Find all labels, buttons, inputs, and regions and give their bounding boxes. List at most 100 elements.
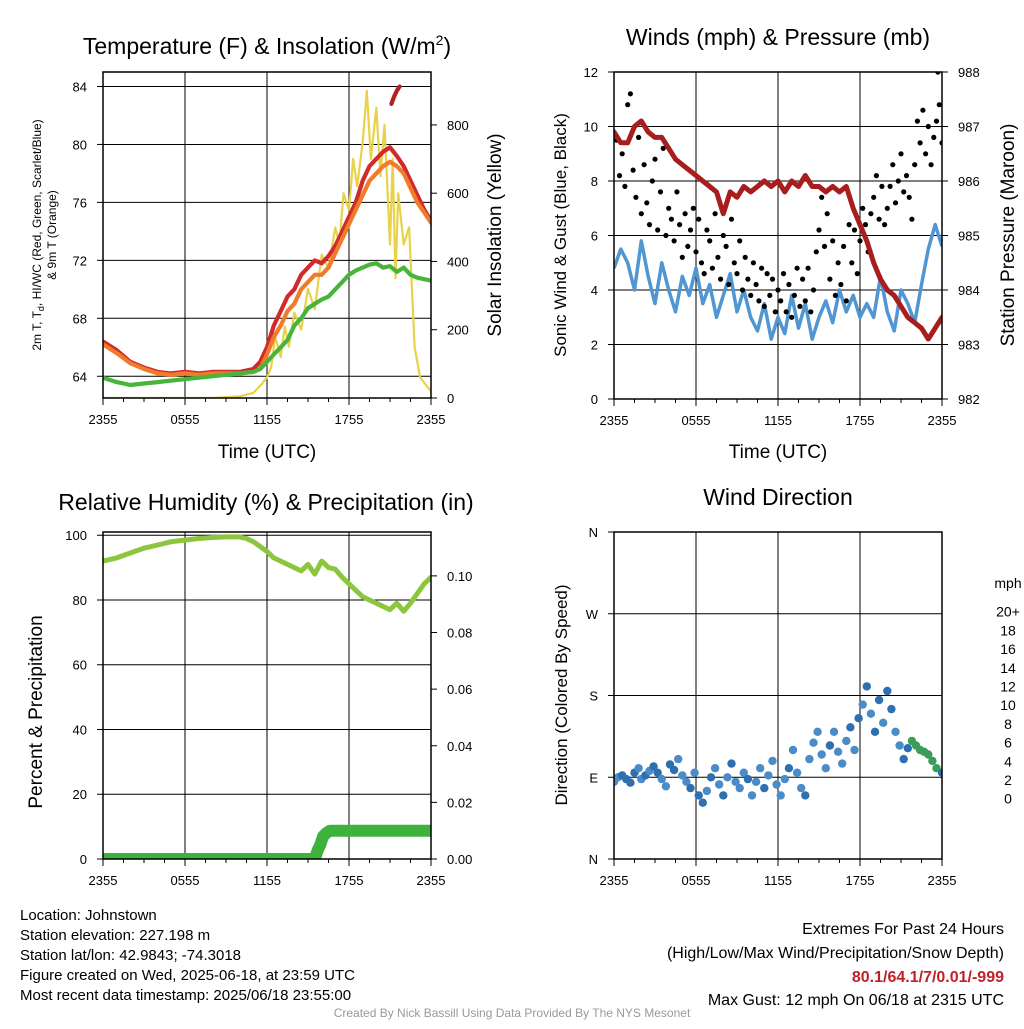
recent-data-text: Most recent data timestamp: 2025/06/18 2…	[20, 987, 352, 1004]
x-axis-title: Time (UTC)	[218, 442, 317, 463]
gust-point	[816, 227, 822, 233]
gust-point	[783, 309, 789, 315]
direction-point	[846, 723, 855, 732]
gust-point	[633, 194, 639, 200]
gust-point	[933, 118, 940, 124]
gust-point	[876, 216, 882, 222]
elevation-text: Station elevation: 227.198 m	[20, 927, 211, 944]
y-axis-title: Percent & Precipitation	[26, 615, 47, 808]
gust-point	[789, 314, 795, 320]
gust-point	[677, 222, 683, 228]
y-axis-right-0: 0 200 400 600 800	[431, 118, 469, 406]
gust-point	[854, 271, 860, 277]
gust-point	[805, 265, 811, 271]
pressure-line	[614, 118, 942, 342]
direction-point	[809, 738, 818, 747]
plot-title-temperature: Temperature (F) & Insolation (W/m2)	[83, 32, 451, 59]
gust-point	[917, 140, 923, 146]
x-tick-label: 1155	[764, 873, 792, 888]
x-tick-label: 1155	[764, 413, 792, 428]
gust-point	[636, 134, 642, 140]
y-tick-label: S	[589, 689, 598, 704]
gust-point	[873, 173, 880, 179]
gust-point	[728, 216, 735, 222]
gust-point	[879, 183, 885, 189]
legend-label: 14	[1000, 660, 1016, 676]
direction-point	[756, 764, 765, 773]
direction-point	[698, 798, 707, 807]
gust-point	[824, 211, 830, 217]
direction-points-group	[614, 682, 942, 807]
gust-point	[791, 292, 798, 298]
y-tick-label: 80	[73, 137, 87, 152]
gust-point	[884, 205, 890, 211]
gust-point	[649, 178, 655, 184]
gust-point	[726, 281, 732, 288]
direction-point	[792, 768, 802, 777]
y2-tick-label: 984	[958, 283, 980, 298]
x-tick-label: 2355	[89, 873, 118, 888]
gust-point	[914, 118, 921, 124]
gust-point	[685, 243, 691, 249]
y-axis-title-line2: & 9m T (Orange)	[45, 190, 59, 280]
direction-point	[891, 727, 900, 736]
gust-point	[701, 271, 707, 277]
direction-point	[760, 783, 769, 793]
gust-point	[723, 243, 729, 249]
gust-point	[912, 162, 918, 168]
gust-point	[742, 254, 748, 260]
gust-point	[890, 162, 896, 168]
gust-point	[892, 200, 899, 206]
created-text: Figure created on Wed, 2025-06-18, at 23…	[20, 967, 355, 984]
temperature-series-group	[103, 84, 431, 398]
x-axis-3: 2355 0555 1155 1755 2355	[600, 859, 957, 888]
y-axis-right-1: 982 983 984 985 986 987 988	[942, 65, 980, 407]
y2-tick-label: 987	[958, 120, 980, 135]
legend-label: 10	[1000, 697, 1016, 713]
direction-point	[772, 780, 781, 789]
y-tick-label: 40	[73, 722, 87, 737]
direction-point	[719, 791, 728, 800]
y-tick-label: 0	[80, 852, 87, 867]
y2-tick-label: 800	[447, 118, 469, 133]
extremes-values: 80.1/64.1/7/0.01/-999	[851, 969, 1004, 986]
legend-label: 20+	[996, 604, 1020, 620]
gust-point	[619, 151, 625, 157]
gust-point	[857, 238, 863, 244]
gust-point	[772, 309, 778, 315]
x-tick-label: 0555	[682, 873, 711, 888]
gust-point	[666, 205, 672, 211]
gust-point	[841, 243, 847, 249]
gust-point	[906, 194, 912, 200]
direction-point	[788, 745, 798, 755]
gust-point	[709, 265, 716, 271]
direction-point	[805, 754, 814, 764]
direction-point	[829, 727, 839, 736]
gust-point	[887, 183, 893, 189]
direction-point	[874, 695, 884, 705]
direction-point	[858, 700, 867, 709]
direction-point	[690, 768, 699, 777]
temperature-series-0	[103, 89, 431, 398]
gust-point	[715, 254, 721, 260]
gust-point	[750, 260, 757, 266]
rh-series-group	[103, 534, 431, 859]
plot-0-grid	[103, 72, 431, 398]
gust-point	[764, 271, 770, 277]
direction-point	[669, 765, 679, 775]
direction-point	[784, 764, 794, 773]
gust-point	[808, 309, 814, 315]
gust-point	[802, 298, 808, 304]
gust-point	[627, 91, 634, 97]
direction-point	[626, 778, 635, 787]
direction-point	[833, 747, 843, 756]
direction-point	[694, 791, 703, 800]
gust-point	[646, 222, 653, 228]
x-tick-label: 1755	[335, 873, 364, 888]
wind-series-group	[614, 72, 942, 342]
gust-point	[931, 134, 937, 140]
gust-point	[644, 200, 650, 206]
gust-point	[778, 298, 784, 304]
legend-label: 6	[1004, 735, 1012, 751]
x-tick-label: 2355	[928, 873, 957, 888]
